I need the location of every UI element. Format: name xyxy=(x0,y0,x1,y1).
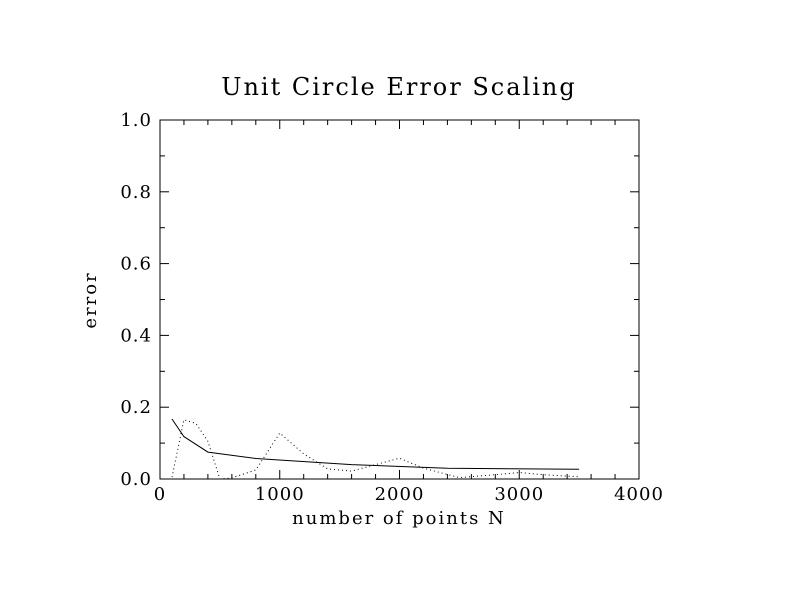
x-tick-label: 1000 xyxy=(255,484,305,505)
x-tick-label: 0 xyxy=(154,484,166,505)
x-axis-label: number of points N xyxy=(292,508,506,529)
chart-title: Unit Circle Error Scaling xyxy=(221,73,576,101)
tick-marks xyxy=(160,120,639,479)
series-lines xyxy=(172,419,579,479)
y-tick-labels: 0.0 0.2 0.4 0.6 0.8 1.0 xyxy=(120,110,152,490)
x-tick-label: 4000 xyxy=(614,484,664,505)
series-line-solid xyxy=(172,419,579,469)
x-tick-label: 2000 xyxy=(375,484,425,505)
y-tick-label: 0.8 xyxy=(120,182,152,203)
y-tick-label: 1.0 xyxy=(120,110,152,131)
y-tick-label: 0.2 xyxy=(120,397,152,418)
y-tick-label: 0.0 xyxy=(120,469,152,490)
series-line-dotted xyxy=(172,420,579,479)
y-tick-label: 0.6 xyxy=(120,254,152,275)
x-tick-labels: 0 1000 2000 3000 4000 xyxy=(154,484,664,505)
x-tick-label: 3000 xyxy=(494,484,544,505)
plot-frame xyxy=(160,120,639,479)
y-axis-label: error xyxy=(80,271,101,328)
y-tick-label: 0.4 xyxy=(120,325,152,346)
